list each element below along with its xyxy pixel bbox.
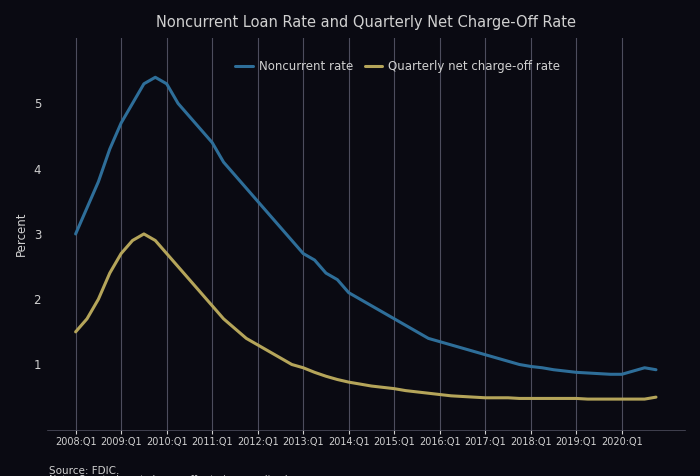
Noncurrent rate [458,345,467,351]
Quarterly net charge-off rate [458,394,467,399]
Text: Note: Quarterly net charge-off rate is annualized.: Note: Quarterly net charge-off rate is a… [49,475,290,476]
Quarterly net charge-off rate [652,394,660,400]
Quarterly net charge-off rate [584,396,592,402]
Quarterly net charge-off rate [117,251,125,257]
Noncurrent rate [71,231,80,237]
Title: Noncurrent Loan Rate and Quarterly Net Charge-Off Rate: Noncurrent Loan Rate and Quarterly Net C… [156,15,576,30]
Quarterly net charge-off rate [288,362,296,367]
Line: Quarterly net charge-off rate: Quarterly net charge-off rate [76,234,656,399]
Legend: Noncurrent rate, Quarterly net charge-off rate: Noncurrent rate, Quarterly net charge-of… [230,56,565,78]
Quarterly net charge-off rate [71,329,80,335]
Text: Source: FDIC.: Source: FDIC. [49,466,120,476]
Noncurrent rate [356,297,364,302]
Line: Noncurrent rate: Noncurrent rate [76,77,656,374]
Noncurrent rate [390,316,398,322]
Quarterly net charge-off rate [435,392,444,397]
Noncurrent rate [151,74,160,80]
Noncurrent rate [652,367,660,373]
Noncurrent rate [288,238,296,243]
Noncurrent rate [117,120,125,126]
Noncurrent rate [435,339,444,345]
Quarterly net charge-off rate [390,386,398,391]
Quarterly net charge-off rate [356,381,364,387]
Quarterly net charge-off rate [140,231,148,237]
Noncurrent rate [606,371,615,377]
Y-axis label: Percent: Percent [15,212,28,256]
